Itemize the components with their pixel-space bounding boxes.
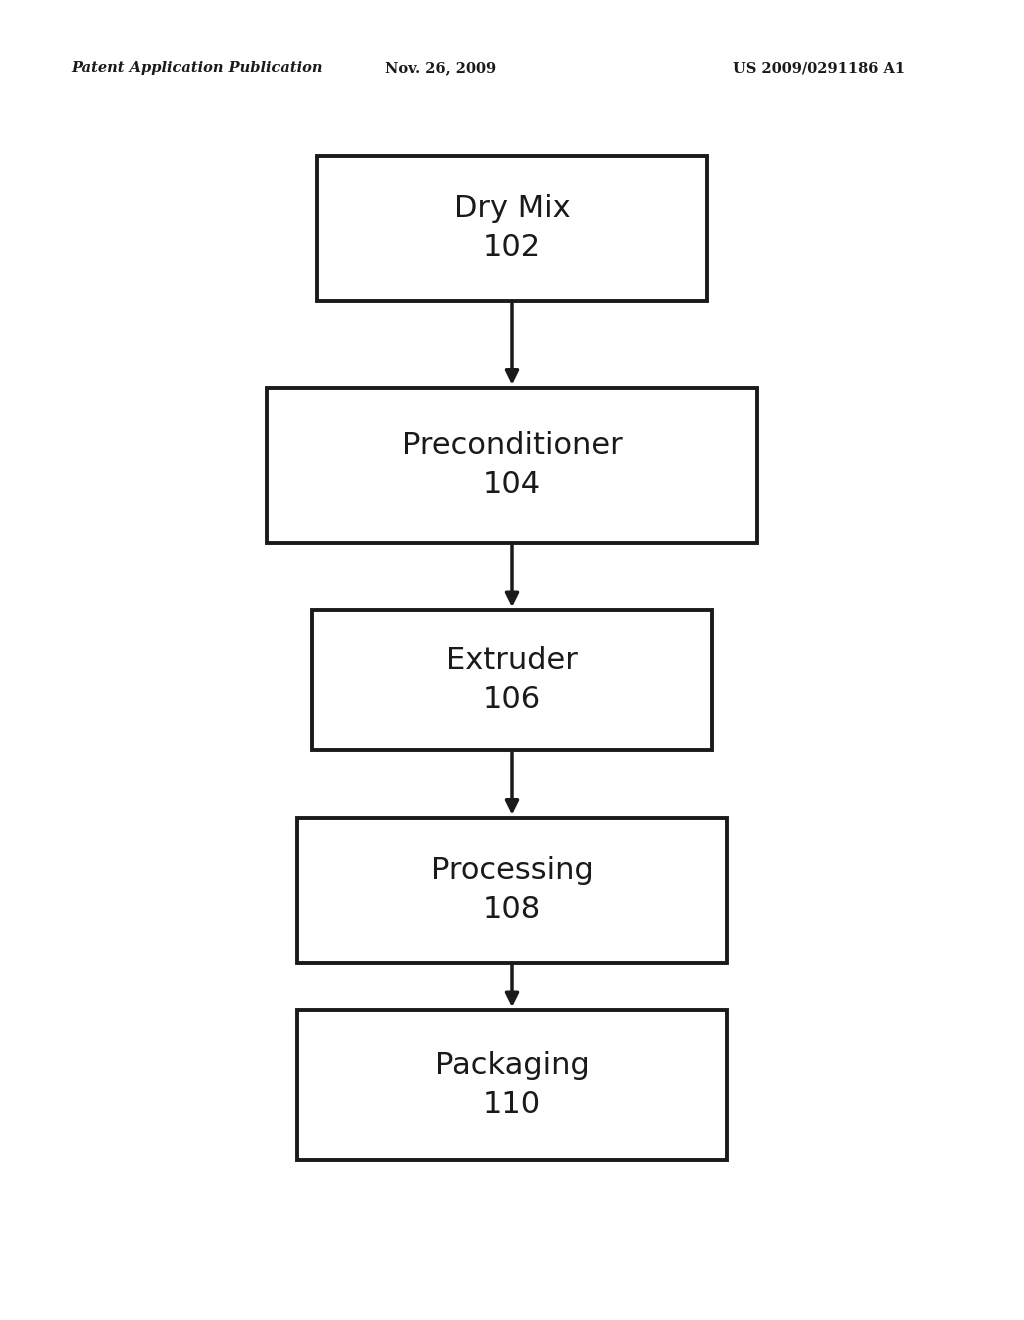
Text: Patent Application Publication: Patent Application Publication [72, 61, 324, 75]
Bar [312, 610, 712, 750]
Bar [317, 156, 707, 301]
Text: US 2009/0291186 A1: US 2009/0291186 A1 [733, 61, 905, 75]
Text: Preconditioner
104: Preconditioner 104 [401, 432, 623, 499]
Text: Packaging
110: Packaging 110 [434, 1052, 590, 1118]
Text: Extruder
106: Extruder 106 [446, 647, 578, 714]
Bar [297, 1010, 727, 1160]
Text: Nov. 26, 2009: Nov. 26, 2009 [385, 61, 496, 75]
Bar [267, 388, 757, 543]
Text: Dry Mix
102: Dry Mix 102 [454, 194, 570, 261]
Text: Processing
108: Processing 108 [431, 857, 593, 924]
Bar [297, 817, 727, 962]
